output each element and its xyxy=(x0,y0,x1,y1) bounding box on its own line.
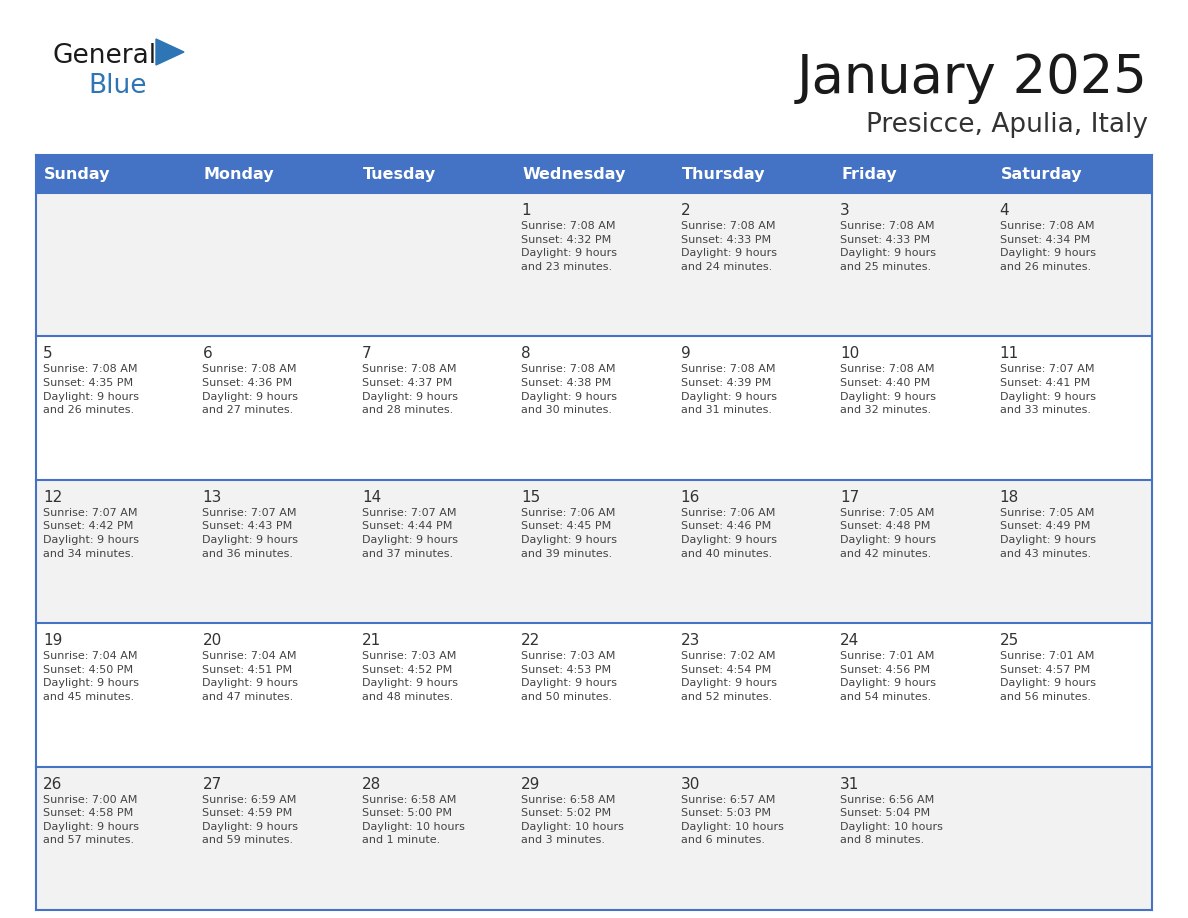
Text: 28: 28 xyxy=(362,777,381,791)
Text: Sunrise: 7:08 AM
Sunset: 4:37 PM
Daylight: 9 hours
and 28 minutes.: Sunrise: 7:08 AM Sunset: 4:37 PM Dayligh… xyxy=(362,364,457,415)
Text: Monday: Monday xyxy=(203,166,274,182)
Text: 6: 6 xyxy=(202,346,213,362)
Text: Sunrise: 6:58 AM
Sunset: 5:00 PM
Daylight: 10 hours
and 1 minute.: Sunrise: 6:58 AM Sunset: 5:00 PM Dayligh… xyxy=(362,795,465,845)
Text: Sunrise: 7:07 AM
Sunset: 4:41 PM
Daylight: 9 hours
and 33 minutes.: Sunrise: 7:07 AM Sunset: 4:41 PM Dayligh… xyxy=(999,364,1095,415)
Text: 12: 12 xyxy=(43,490,62,505)
Text: Sunrise: 7:08 AM
Sunset: 4:38 PM
Daylight: 9 hours
and 30 minutes.: Sunrise: 7:08 AM Sunset: 4:38 PM Dayligh… xyxy=(522,364,618,415)
Text: Sunrise: 7:04 AM
Sunset: 4:51 PM
Daylight: 9 hours
and 47 minutes.: Sunrise: 7:04 AM Sunset: 4:51 PM Dayligh… xyxy=(202,651,298,702)
Text: Sunrise: 7:08 AM
Sunset: 4:36 PM
Daylight: 9 hours
and 27 minutes.: Sunrise: 7:08 AM Sunset: 4:36 PM Dayligh… xyxy=(202,364,298,415)
Text: Saturday: Saturday xyxy=(1000,166,1082,182)
Text: Sunrise: 7:01 AM
Sunset: 4:56 PM
Daylight: 9 hours
and 54 minutes.: Sunrise: 7:01 AM Sunset: 4:56 PM Dayligh… xyxy=(840,651,936,702)
Text: 14: 14 xyxy=(362,490,381,505)
Text: Sunrise: 7:07 AM
Sunset: 4:43 PM
Daylight: 9 hours
and 36 minutes.: Sunrise: 7:07 AM Sunset: 4:43 PM Dayligh… xyxy=(202,508,298,558)
Bar xyxy=(36,480,1152,623)
Text: Sunrise: 7:08 AM
Sunset: 4:34 PM
Daylight: 9 hours
and 26 minutes.: Sunrise: 7:08 AM Sunset: 4:34 PM Dayligh… xyxy=(999,221,1095,272)
Text: 10: 10 xyxy=(840,346,859,362)
Text: Sunrise: 6:57 AM
Sunset: 5:03 PM
Daylight: 10 hours
and 6 minutes.: Sunrise: 6:57 AM Sunset: 5:03 PM Dayligh… xyxy=(681,795,784,845)
Text: 25: 25 xyxy=(999,633,1019,648)
Text: Sunrise: 7:06 AM
Sunset: 4:45 PM
Daylight: 9 hours
and 39 minutes.: Sunrise: 7:06 AM Sunset: 4:45 PM Dayligh… xyxy=(522,508,618,558)
Text: 22: 22 xyxy=(522,633,541,648)
Text: 21: 21 xyxy=(362,633,381,648)
Text: Sunrise: 7:08 AM
Sunset: 4:40 PM
Daylight: 9 hours
and 32 minutes.: Sunrise: 7:08 AM Sunset: 4:40 PM Dayligh… xyxy=(840,364,936,415)
Text: Presicce, Apulia, Italy: Presicce, Apulia, Italy xyxy=(866,112,1148,138)
Text: Sunday: Sunday xyxy=(44,166,110,182)
Text: Sunrise: 7:01 AM
Sunset: 4:57 PM
Daylight: 9 hours
and 56 minutes.: Sunrise: 7:01 AM Sunset: 4:57 PM Dayligh… xyxy=(999,651,1095,702)
Text: 5: 5 xyxy=(43,346,52,362)
Bar xyxy=(36,155,1152,193)
Text: 18: 18 xyxy=(999,490,1019,505)
Text: 16: 16 xyxy=(681,490,700,505)
Text: Sunrise: 7:08 AM
Sunset: 4:33 PM
Daylight: 9 hours
and 25 minutes.: Sunrise: 7:08 AM Sunset: 4:33 PM Dayligh… xyxy=(840,221,936,272)
Bar xyxy=(36,193,1152,336)
Text: Sunrise: 7:05 AM
Sunset: 4:48 PM
Daylight: 9 hours
and 42 minutes.: Sunrise: 7:05 AM Sunset: 4:48 PM Dayligh… xyxy=(840,508,936,558)
Bar xyxy=(36,623,1152,767)
Bar xyxy=(36,767,1152,910)
Text: 29: 29 xyxy=(522,777,541,791)
Text: 15: 15 xyxy=(522,490,541,505)
Text: 11: 11 xyxy=(999,346,1019,362)
Text: 2: 2 xyxy=(681,203,690,218)
Text: Sunrise: 6:58 AM
Sunset: 5:02 PM
Daylight: 10 hours
and 3 minutes.: Sunrise: 6:58 AM Sunset: 5:02 PM Dayligh… xyxy=(522,795,624,845)
Text: 19: 19 xyxy=(43,633,63,648)
Text: Sunrise: 7:03 AM
Sunset: 4:53 PM
Daylight: 9 hours
and 50 minutes.: Sunrise: 7:03 AM Sunset: 4:53 PM Dayligh… xyxy=(522,651,618,702)
Text: 31: 31 xyxy=(840,777,859,791)
Text: Thursday: Thursday xyxy=(682,166,765,182)
Text: Sunrise: 7:04 AM
Sunset: 4:50 PM
Daylight: 9 hours
and 45 minutes.: Sunrise: 7:04 AM Sunset: 4:50 PM Dayligh… xyxy=(43,651,139,702)
Text: Tuesday: Tuesday xyxy=(362,166,436,182)
Text: 17: 17 xyxy=(840,490,859,505)
Text: January 2025: January 2025 xyxy=(797,52,1148,104)
Text: 24: 24 xyxy=(840,633,859,648)
Text: 20: 20 xyxy=(202,633,222,648)
Text: Sunrise: 7:07 AM
Sunset: 4:42 PM
Daylight: 9 hours
and 34 minutes.: Sunrise: 7:07 AM Sunset: 4:42 PM Dayligh… xyxy=(43,508,139,558)
Text: Blue: Blue xyxy=(88,73,146,99)
Text: 8: 8 xyxy=(522,346,531,362)
Text: General: General xyxy=(52,43,156,69)
Text: Sunrise: 7:03 AM
Sunset: 4:52 PM
Daylight: 9 hours
and 48 minutes.: Sunrise: 7:03 AM Sunset: 4:52 PM Dayligh… xyxy=(362,651,457,702)
Text: 1: 1 xyxy=(522,203,531,218)
Text: 9: 9 xyxy=(681,346,690,362)
Text: Sunrise: 7:08 AM
Sunset: 4:39 PM
Daylight: 9 hours
and 31 minutes.: Sunrise: 7:08 AM Sunset: 4:39 PM Dayligh… xyxy=(681,364,777,415)
Text: Sunrise: 7:02 AM
Sunset: 4:54 PM
Daylight: 9 hours
and 52 minutes.: Sunrise: 7:02 AM Sunset: 4:54 PM Dayligh… xyxy=(681,651,777,702)
Polygon shape xyxy=(156,39,184,65)
Text: Sunrise: 7:08 AM
Sunset: 4:35 PM
Daylight: 9 hours
and 26 minutes.: Sunrise: 7:08 AM Sunset: 4:35 PM Dayligh… xyxy=(43,364,139,415)
Text: 13: 13 xyxy=(202,490,222,505)
Text: 23: 23 xyxy=(681,633,700,648)
Text: 27: 27 xyxy=(202,777,222,791)
Text: 26: 26 xyxy=(43,777,63,791)
Text: Sunrise: 7:00 AM
Sunset: 4:58 PM
Daylight: 9 hours
and 57 minutes.: Sunrise: 7:00 AM Sunset: 4:58 PM Dayligh… xyxy=(43,795,139,845)
Text: Sunrise: 7:05 AM
Sunset: 4:49 PM
Daylight: 9 hours
and 43 minutes.: Sunrise: 7:05 AM Sunset: 4:49 PM Dayligh… xyxy=(999,508,1095,558)
Text: 3: 3 xyxy=(840,203,849,218)
Text: 30: 30 xyxy=(681,777,700,791)
Bar xyxy=(36,336,1152,480)
Text: Sunrise: 6:56 AM
Sunset: 5:04 PM
Daylight: 10 hours
and 8 minutes.: Sunrise: 6:56 AM Sunset: 5:04 PM Dayligh… xyxy=(840,795,943,845)
Text: Friday: Friday xyxy=(841,166,897,182)
Text: Sunrise: 6:59 AM
Sunset: 4:59 PM
Daylight: 9 hours
and 59 minutes.: Sunrise: 6:59 AM Sunset: 4:59 PM Dayligh… xyxy=(202,795,298,845)
Text: Sunrise: 7:08 AM
Sunset: 4:33 PM
Daylight: 9 hours
and 24 minutes.: Sunrise: 7:08 AM Sunset: 4:33 PM Dayligh… xyxy=(681,221,777,272)
Text: Wednesday: Wednesday xyxy=(523,166,626,182)
Text: Sunrise: 7:08 AM
Sunset: 4:32 PM
Daylight: 9 hours
and 23 minutes.: Sunrise: 7:08 AM Sunset: 4:32 PM Dayligh… xyxy=(522,221,618,272)
Text: Sunrise: 7:07 AM
Sunset: 4:44 PM
Daylight: 9 hours
and 37 minutes.: Sunrise: 7:07 AM Sunset: 4:44 PM Dayligh… xyxy=(362,508,457,558)
Text: Sunrise: 7:06 AM
Sunset: 4:46 PM
Daylight: 9 hours
and 40 minutes.: Sunrise: 7:06 AM Sunset: 4:46 PM Dayligh… xyxy=(681,508,777,558)
Text: 4: 4 xyxy=(999,203,1009,218)
Text: 7: 7 xyxy=(362,346,372,362)
